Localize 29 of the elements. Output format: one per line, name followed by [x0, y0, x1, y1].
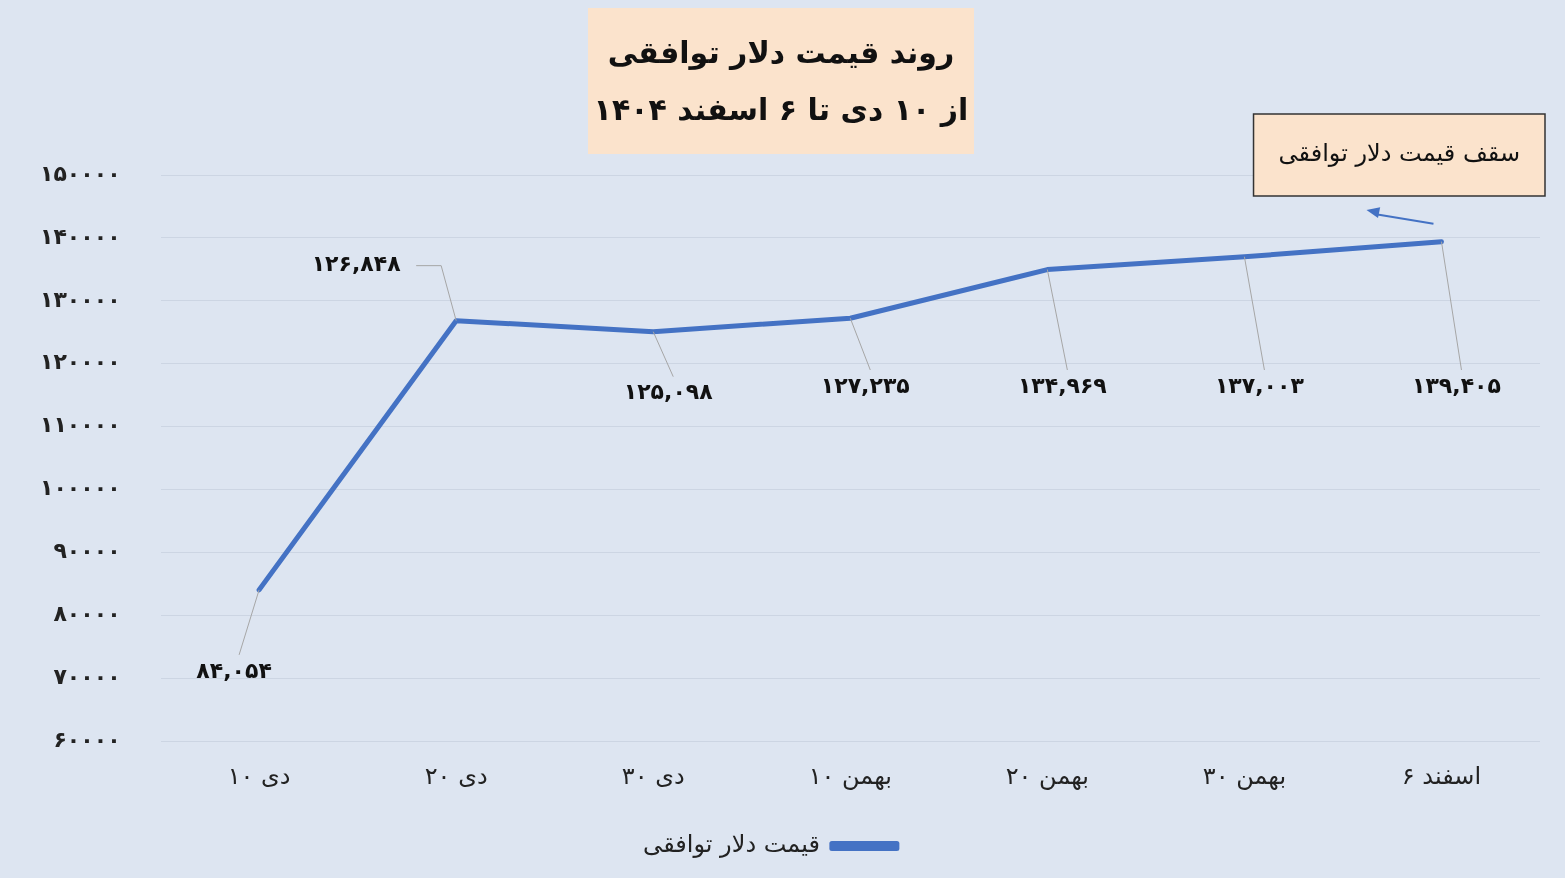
data-label: ۱۲۷,۲۳۵ — [820, 372, 910, 398]
data-label: ۱۲۵,۰۹۸ — [623, 379, 714, 405]
y-tick-label: ۶۰۰۰۰ — [53, 726, 121, 752]
y-tick-label: ۱۰۰۰۰۰ — [39, 475, 121, 501]
x-tick-label: ۱۰ بهمن — [808, 761, 892, 790]
y-tick-label: ۱۲۰۰۰۰ — [39, 349, 121, 375]
data-label: ۱۳۷,۰۰۳ — [1214, 372, 1305, 398]
y-tick-label: ۸۰۰۰۰ — [53, 601, 121, 627]
data-label: ۱۳۴,۹۶۹ — [1017, 372, 1107, 398]
data-label: ۸۴,۰۵۴ — [196, 657, 272, 683]
x-tick-label: ۲۰ دی — [424, 761, 488, 790]
y-tick-label: ۷۰۰۰۰ — [53, 664, 121, 690]
y-tick-label: ۱۴۰۰۰۰ — [39, 223, 121, 249]
x-tick-label: ۱۰ دی — [227, 761, 291, 790]
y-tick-label: ۱۳۰۰۰۰ — [39, 286, 121, 312]
y-tick-label: ۱۵۰۰۰۰ — [39, 160, 121, 186]
text: سقف قیمت دلار توافقی — [1278, 139, 1520, 168]
data-label: ۱۳۹,۴۰۵ — [1412, 372, 1501, 398]
chart-title: روند قیمت دلار توافقی — [607, 34, 955, 73]
x-tick-label: ۳۰ بهمن — [1202, 761, 1287, 790]
y-tick-label: ۱۱۰۰۰۰ — [39, 412, 121, 438]
x-tick-label: ۲۰ بهمن — [1005, 761, 1089, 790]
title-panel: روند قیمت دلار توافقی از ۱۰ دی تا ۶ اسفند ۱۴۰۴ — [588, 8, 974, 154]
y-tick-label: ۹۰۰۰۰ — [53, 538, 121, 564]
chart-subtitle: از ۱۰ دی تا ۶ اسفند ۱۴۰۴ — [593, 91, 969, 129]
data-label: ۱۲۶,۸۴۸ — [311, 251, 402, 277]
x-tick-label: ۶ اسفند — [1401, 761, 1482, 790]
legend-label: قیمت دلار توافقی — [643, 830, 820, 859]
x-tick-label: ۳۰ دی — [621, 761, 685, 790]
